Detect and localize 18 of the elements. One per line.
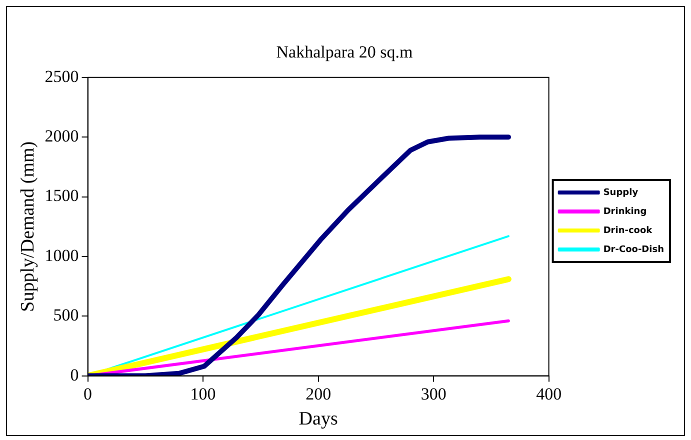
x-axis-title: Days	[298, 408, 338, 430]
y-tick-label: 2000	[44, 126, 79, 146]
x-tick-label: 400	[536, 384, 562, 404]
y-tick-label: 1500	[44, 186, 79, 206]
x-tick-label: 300	[420, 384, 446, 404]
y-tick-label: 2500	[44, 66, 79, 86]
chart-title: Nakhalpara 20 sq.m	[276, 42, 413, 62]
y-tick-label: 1000	[44, 246, 79, 265]
legend-label: Drinking	[603, 206, 647, 217]
y-tick-label: 0	[70, 365, 79, 384]
legend-label: Drin-cook	[603, 226, 654, 236]
y-axis-title: Supply/Demand (mm)	[17, 141, 38, 312]
legend-label: Supply	[603, 188, 638, 198]
legend-label: Dr-Coo-Dish	[603, 244, 664, 255]
x-tick-label: 100	[190, 384, 216, 404]
y-tick-label: 500	[53, 306, 79, 325]
x-tick-label: 0	[84, 384, 92, 404]
x-tick-label: 200	[306, 384, 332, 404]
